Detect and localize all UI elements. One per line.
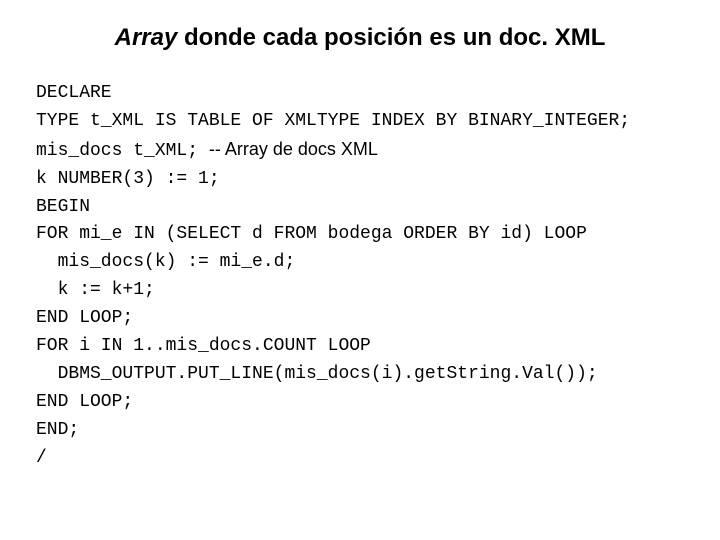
code-text: END; bbox=[36, 420, 79, 440]
code-line: / bbox=[36, 445, 684, 473]
code-text: TYPE t_XML IS TABLE OF XMLTYPE INDEX BY … bbox=[36, 111, 630, 131]
code-line: k NUMBER(3) := 1; bbox=[36, 166, 684, 194]
code-line: DBMS_OUTPUT.PUT_LINE(mis_docs(i).getStri… bbox=[36, 361, 684, 389]
code-text: FOR mi_e IN (SELECT d FROM bodega ORDER … bbox=[36, 224, 587, 244]
code-text: k := k+1; bbox=[36, 280, 155, 300]
code-line: END; bbox=[36, 417, 684, 445]
code-comment: -- Array de docs XML bbox=[209, 139, 378, 159]
code-line: mis_docs(k) := mi_e.d; bbox=[36, 249, 684, 277]
title-rest: donde cada posición es un doc. XML bbox=[177, 24, 605, 51]
code-text: DECLARE bbox=[36, 83, 112, 103]
code-line: k := k+1; bbox=[36, 277, 684, 305]
code-text: BEGIN bbox=[36, 197, 90, 217]
code-line: mis_docs t_XML; -- Array de docs XML bbox=[36, 136, 684, 166]
code-line: BEGIN bbox=[36, 194, 684, 222]
code-line: END LOOP; bbox=[36, 389, 684, 417]
code-text: END LOOP; bbox=[36, 308, 133, 328]
code-text: mis_docs t_XML; bbox=[36, 141, 209, 161]
code-line: END LOOP; bbox=[36, 305, 684, 333]
code-line: TYPE t_XML IS TABLE OF XMLTYPE INDEX BY … bbox=[36, 108, 684, 136]
slide-title: Array donde cada posición es un doc. XML bbox=[36, 24, 684, 52]
code-text: / bbox=[36, 448, 47, 468]
code-text: k NUMBER(3) := 1; bbox=[36, 169, 220, 189]
code-line: DECLARE bbox=[36, 80, 684, 108]
code-line: FOR mi_e IN (SELECT d FROM bodega ORDER … bbox=[36, 221, 684, 249]
code-block: DECLARE TYPE t_XML IS TABLE OF XMLTYPE IN… bbox=[36, 80, 684, 472]
code-text: mis_docs(k) := mi_e.d; bbox=[36, 252, 295, 272]
title-italic: Array bbox=[115, 24, 178, 51]
code-text: FOR i IN 1..mis_docs.COUNT LOOP bbox=[36, 336, 371, 356]
slide: Array donde cada posición es un doc. XML… bbox=[0, 0, 720, 540]
code-line: FOR i IN 1..mis_docs.COUNT LOOP bbox=[36, 333, 684, 361]
code-text: DBMS_OUTPUT.PUT_LINE(mis_docs(i).getStri… bbox=[36, 364, 598, 384]
code-text: END LOOP; bbox=[36, 392, 133, 412]
